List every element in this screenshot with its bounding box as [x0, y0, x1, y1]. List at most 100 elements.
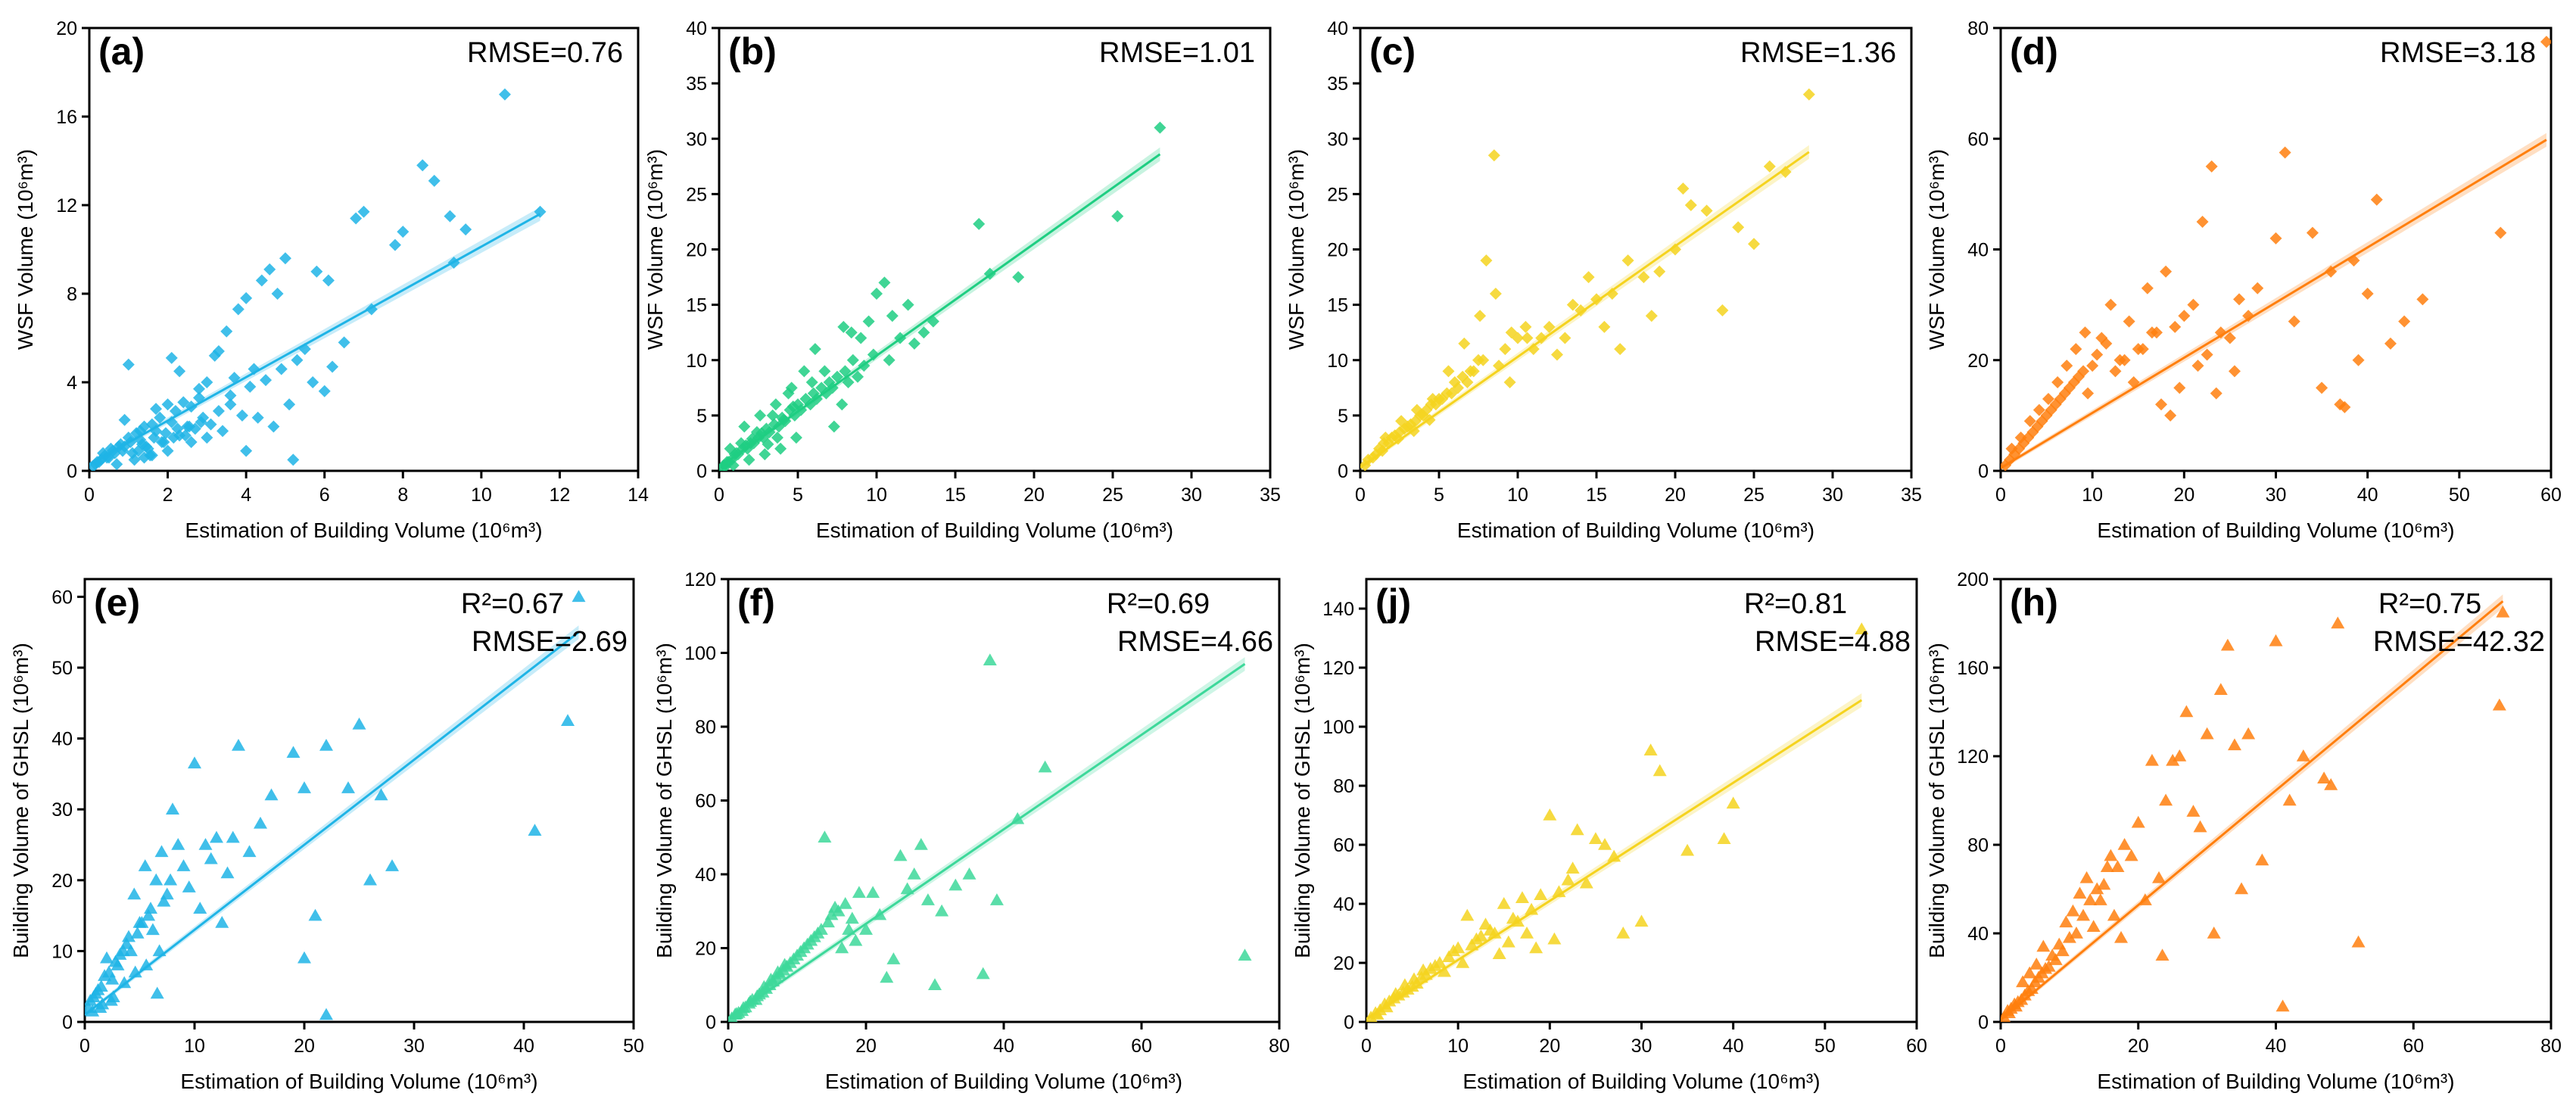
data-point	[1437, 964, 1451, 977]
data-point	[459, 223, 472, 236]
data-point	[1012, 271, 1025, 284]
data-point	[2251, 282, 2264, 294]
data-point	[1534, 888, 1548, 901]
data-point	[793, 945, 808, 958]
x-tick-label: 40	[2357, 484, 2378, 506]
data-point	[350, 212, 363, 225]
marks-layer	[2001, 36, 2551, 471]
data-point	[232, 738, 245, 751]
y-tick-label: 40	[51, 729, 73, 750]
data-point	[291, 354, 304, 366]
data-point	[2091, 348, 2104, 361]
data-point	[777, 958, 792, 970]
marks-layer	[1360, 88, 1815, 471]
data-point	[1684, 199, 1697, 211]
data-point	[2093, 893, 2107, 905]
data-point	[171, 838, 185, 850]
data-point	[831, 370, 843, 383]
data-point	[2173, 749, 2187, 762]
r-squared-label: R²=0.75	[2378, 588, 2481, 620]
data-point	[101, 451, 114, 464]
data-point	[2351, 935, 2366, 948]
data-point	[2269, 634, 2283, 646]
x-tick-label: 60	[1131, 1036, 1152, 1057]
rmse-label: RMSE=4.88	[1755, 626, 1911, 658]
data-point	[2255, 853, 2269, 866]
x-tick-label: 10	[471, 484, 492, 506]
data-point	[1480, 254, 1493, 267]
data-point	[1520, 927, 1534, 939]
data-point	[2169, 320, 2182, 333]
data-point	[719, 460, 732, 471]
data-point	[1388, 986, 1403, 999]
regression-line	[1360, 151, 1810, 469]
data-point	[1582, 271, 1595, 284]
data-point	[2492, 698, 2506, 711]
data-point	[2242, 310, 2255, 322]
y-tick-label: 4	[67, 372, 77, 394]
data-point	[338, 336, 350, 349]
data-point	[1451, 382, 1464, 394]
y-tick-label: 0	[1978, 461, 1989, 482]
regression-line	[1366, 699, 1863, 1020]
data-point	[1111, 210, 1124, 223]
data-point	[2155, 948, 2170, 961]
data-point	[287, 453, 300, 466]
data-point	[2496, 605, 2510, 618]
y-tick-label: 20	[56, 18, 77, 39]
data-point	[1637, 271, 1650, 284]
data-point	[2097, 877, 2111, 890]
data-point	[2398, 315, 2411, 328]
data-point	[818, 830, 832, 843]
data-point	[176, 859, 191, 871]
data-point	[1519, 320, 1532, 333]
data-point	[198, 838, 213, 850]
y-tick-label: 100	[1322, 717, 1354, 738]
data-point	[1529, 941, 1543, 954]
data-point	[2117, 838, 2132, 850]
data-point	[983, 653, 997, 665]
data-point	[138, 859, 152, 871]
data-point	[2023, 415, 2036, 428]
data-point	[818, 365, 831, 378]
data-point	[166, 802, 179, 815]
data-point	[2235, 882, 2249, 895]
data-point	[1717, 832, 1731, 844]
data-point	[766, 409, 779, 422]
data-point	[310, 265, 323, 278]
data-point	[2241, 727, 2256, 740]
data-point	[132, 444, 145, 457]
data-point	[297, 781, 311, 793]
data-point	[2223, 332, 2236, 344]
data-point	[2100, 337, 2113, 350]
x-tick-label: 0	[1995, 484, 2006, 506]
chart-panel-1: 0 5 10 15 20 25 30 35 0 5 10 15 20 25 30 35 40 Estimation…	[643, 18, 1281, 542]
data-point	[86, 1004, 100, 1017]
data-point	[2014, 431, 2027, 444]
x-tick-label: 40	[2266, 1036, 2287, 1057]
y-axis-title: Building Volume of GHSL (10⁶m³)	[653, 643, 676, 958]
data-point	[144, 449, 157, 462]
x-axis-title: Estimation of Building Volume (10⁶m³)	[1462, 1070, 1820, 1093]
data-point	[193, 902, 207, 914]
data-point	[267, 420, 280, 433]
data-point	[1426, 392, 1439, 405]
data-point	[2306, 226, 2319, 239]
data-point	[1038, 760, 1052, 773]
regression-line	[85, 631, 580, 1016]
data-point	[798, 365, 811, 378]
data-point	[397, 226, 410, 238]
data-point	[790, 431, 802, 444]
data-point	[1499, 343, 1512, 356]
data-point	[2086, 920, 2101, 932]
data-point	[935, 904, 949, 917]
y-tick-label: 40	[1967, 924, 1989, 945]
x-tick-label: 60	[2540, 484, 2562, 506]
data-point	[352, 717, 366, 730]
data-point	[893, 849, 908, 861]
data-point	[1474, 929, 1488, 942]
data-point	[1543, 320, 1556, 333]
data-point	[1487, 149, 1500, 162]
data-point	[2036, 415, 2048, 428]
data-point	[2324, 778, 2338, 790]
